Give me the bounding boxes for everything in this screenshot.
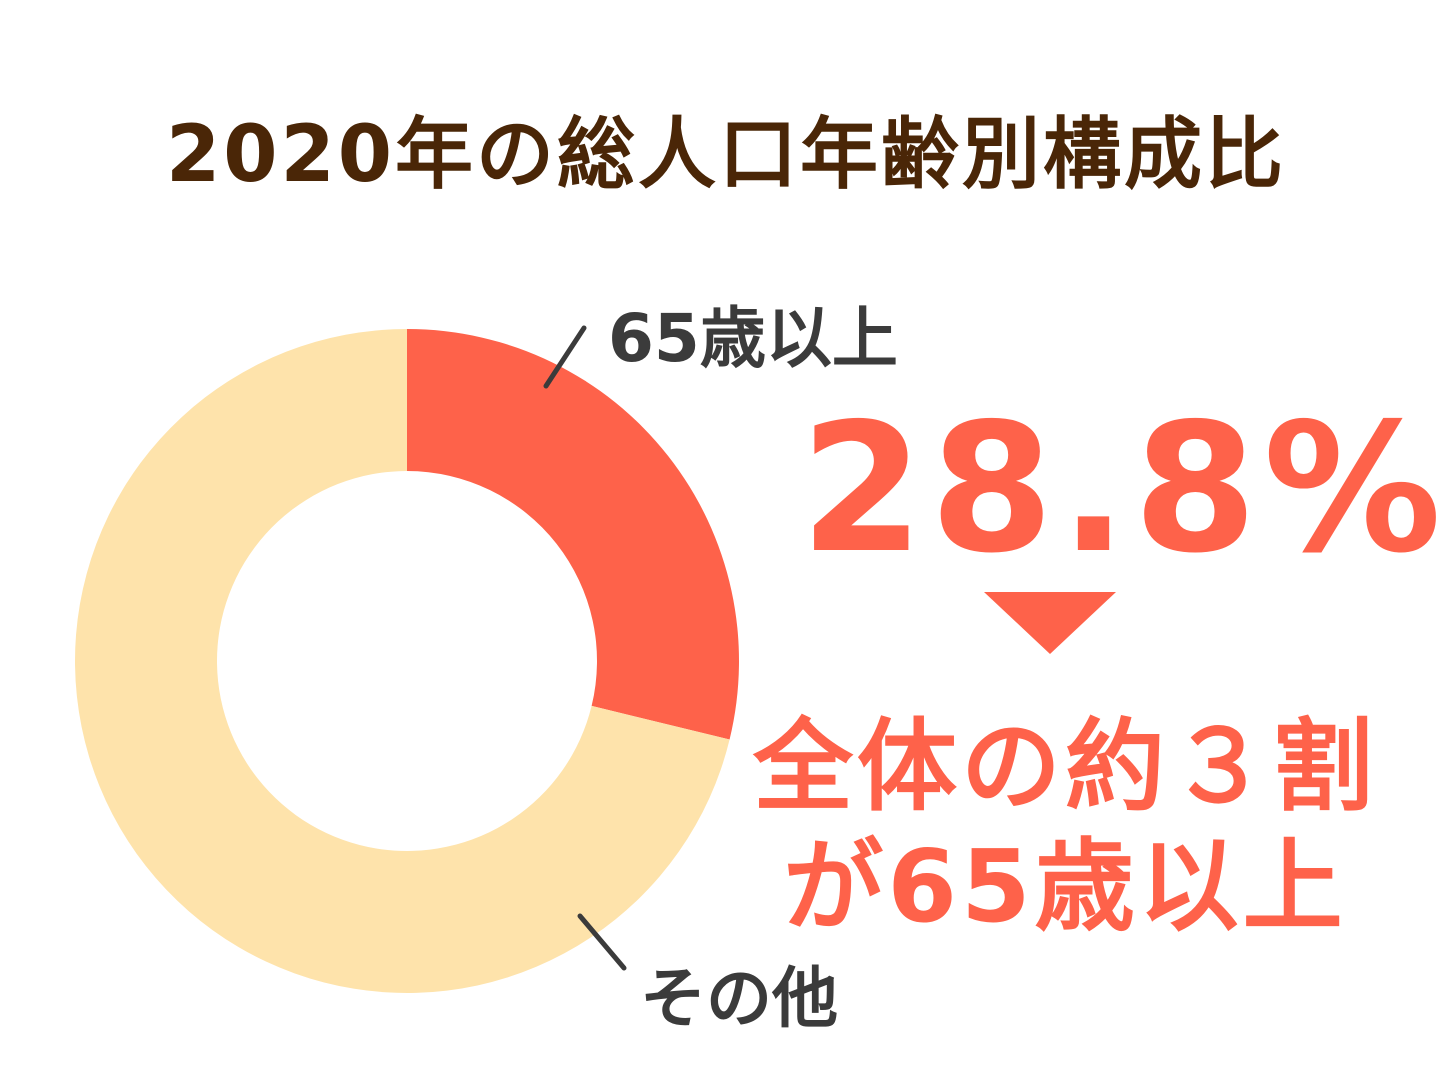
chart-title: 2020年の総人口年齢別構成比 (165, 110, 1287, 200)
leader-line-other (577, 913, 627, 971)
highlight-percent: 28.8% (800, 385, 1448, 592)
leader-line-senior (543, 325, 587, 389)
summary-line-2: が65歳以上 (783, 828, 1347, 945)
label-other: その他 (640, 960, 838, 1037)
label-senior: 65歳以上 (608, 300, 898, 377)
down-arrow-icon (984, 592, 1116, 654)
summary-line-1: 全体の約３割 (753, 708, 1377, 825)
slice-other (74, 329, 730, 994)
slice-senior (407, 329, 739, 740)
slices-group (74, 329, 739, 994)
